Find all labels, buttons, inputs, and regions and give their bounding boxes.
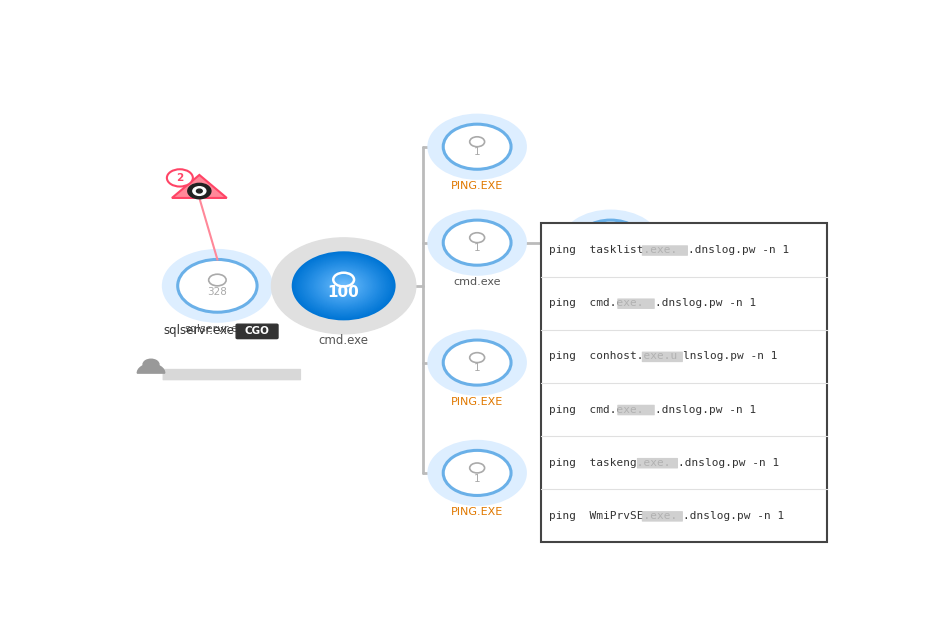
Circle shape xyxy=(427,209,527,276)
Text: .dnslog.pw -n 1: .dnslog.pw -n 1 xyxy=(683,511,784,521)
Circle shape xyxy=(330,277,358,295)
Circle shape xyxy=(319,269,369,302)
Circle shape xyxy=(298,255,389,316)
Circle shape xyxy=(427,330,527,396)
Circle shape xyxy=(167,169,193,186)
Text: lnslog.pw -n 1: lnslog.pw -n 1 xyxy=(683,351,777,361)
Circle shape xyxy=(337,282,350,290)
Text: ping  conhost.exe.u: ping conhost.exe.u xyxy=(549,351,678,361)
Text: ping  WmiPrvSE.exe.: ping WmiPrvSE.exe. xyxy=(549,511,678,521)
FancyBboxPatch shape xyxy=(541,224,827,543)
Text: PING.EXE: PING.EXE xyxy=(451,181,504,191)
Text: 328: 328 xyxy=(208,287,227,297)
Circle shape xyxy=(317,269,370,303)
Text: 1: 1 xyxy=(474,473,480,483)
Text: CGO: CGO xyxy=(245,326,269,336)
Circle shape xyxy=(340,283,347,288)
Circle shape xyxy=(324,273,363,299)
Text: ping  taskeng.exe.: ping taskeng.exe. xyxy=(549,458,671,468)
Text: ping  cmd.exe.: ping cmd.exe. xyxy=(549,298,644,308)
Circle shape xyxy=(333,279,354,293)
Circle shape xyxy=(294,253,393,318)
Circle shape xyxy=(291,251,396,320)
Text: 100: 100 xyxy=(328,285,359,300)
Text: 1: 1 xyxy=(474,148,480,158)
Text: ping  cmd.exe.: ping cmd.exe. xyxy=(549,404,644,414)
Circle shape xyxy=(304,260,383,312)
FancyBboxPatch shape xyxy=(641,511,683,521)
FancyBboxPatch shape xyxy=(617,405,654,416)
Circle shape xyxy=(336,280,351,291)
Circle shape xyxy=(334,280,353,292)
Circle shape xyxy=(332,278,356,293)
Text: PING.EXE: PING.EXE xyxy=(451,397,504,407)
Circle shape xyxy=(331,277,357,295)
Circle shape xyxy=(310,264,377,308)
Circle shape xyxy=(339,282,349,289)
Text: PING.EXE: PING.EXE xyxy=(451,508,504,518)
Circle shape xyxy=(196,189,202,193)
FancyBboxPatch shape xyxy=(641,245,688,256)
Circle shape xyxy=(343,285,345,287)
Text: 2: 2 xyxy=(607,244,614,254)
Circle shape xyxy=(178,259,257,312)
Circle shape xyxy=(297,255,390,317)
Circle shape xyxy=(308,262,379,309)
Circle shape xyxy=(427,440,527,506)
Circle shape xyxy=(314,266,373,306)
Circle shape xyxy=(302,258,385,313)
Circle shape xyxy=(427,113,527,180)
Circle shape xyxy=(300,257,388,315)
Polygon shape xyxy=(172,175,227,198)
Text: .dnslog.pw -n 1: .dnslog.pw -n 1 xyxy=(678,458,779,468)
Text: .dnslog.pw -n 1: .dnslog.pw -n 1 xyxy=(654,404,756,414)
Text: tasklist.exe: tasklist.exe xyxy=(579,277,642,287)
Circle shape xyxy=(315,267,372,305)
Circle shape xyxy=(313,265,375,307)
Circle shape xyxy=(162,249,273,323)
Text: sqlservr.exe: sqlservr.exe xyxy=(164,324,235,337)
Circle shape xyxy=(293,252,395,320)
Circle shape xyxy=(328,275,359,296)
Text: 1: 1 xyxy=(474,244,480,254)
Circle shape xyxy=(443,124,511,169)
Circle shape xyxy=(326,273,362,298)
Circle shape xyxy=(296,254,392,318)
Circle shape xyxy=(443,220,511,265)
Circle shape xyxy=(317,268,371,304)
Text: 2: 2 xyxy=(176,173,183,183)
Circle shape xyxy=(301,257,386,315)
Circle shape xyxy=(327,275,360,297)
Circle shape xyxy=(306,261,382,311)
Text: cmd.exe: cmd.exe xyxy=(453,277,501,287)
Circle shape xyxy=(272,238,416,334)
Circle shape xyxy=(188,183,211,199)
FancyBboxPatch shape xyxy=(163,369,301,380)
Circle shape xyxy=(321,271,366,300)
Circle shape xyxy=(443,450,511,495)
Circle shape xyxy=(304,259,384,313)
Text: ping  tasklist.exe.: ping tasklist.exe. xyxy=(549,245,678,255)
Text: cmd.exe: cmd.exe xyxy=(318,334,369,347)
Text: 1: 1 xyxy=(474,363,480,373)
Text: sqlservr.exe: sqlservr.exe xyxy=(184,324,250,334)
Circle shape xyxy=(307,262,380,310)
Circle shape xyxy=(320,270,367,302)
FancyBboxPatch shape xyxy=(236,324,278,339)
Text: .dnslog.pw -n 1: .dnslog.pw -n 1 xyxy=(654,298,756,308)
Circle shape xyxy=(143,359,159,370)
FancyBboxPatch shape xyxy=(641,351,683,362)
Circle shape xyxy=(341,284,346,288)
FancyBboxPatch shape xyxy=(637,458,678,468)
Circle shape xyxy=(311,264,376,307)
Circle shape xyxy=(443,340,511,385)
Circle shape xyxy=(323,272,364,300)
Circle shape xyxy=(193,187,206,196)
Circle shape xyxy=(576,220,644,265)
FancyBboxPatch shape xyxy=(617,298,654,309)
Text: .dnslog.pw -n 1: .dnslog.pw -n 1 xyxy=(688,245,789,255)
Circle shape xyxy=(560,209,660,276)
Wedge shape xyxy=(137,364,165,373)
